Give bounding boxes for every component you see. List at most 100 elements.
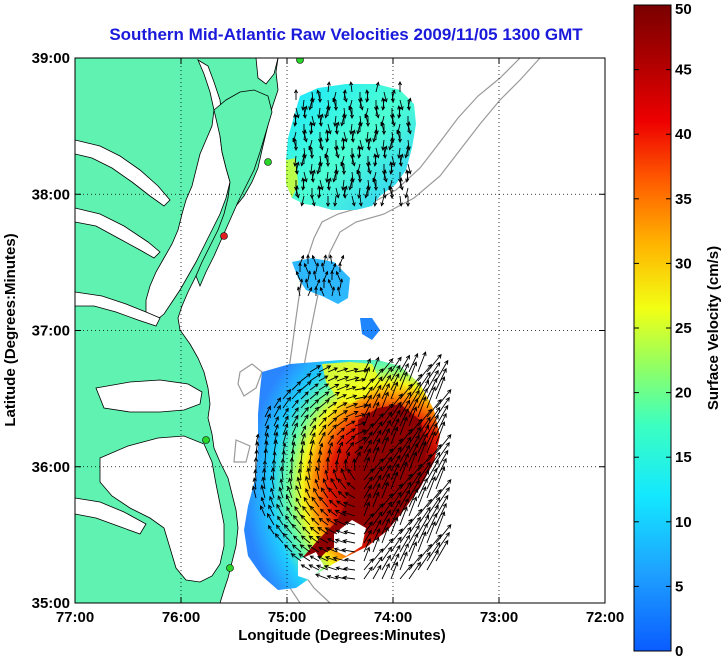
velocity-arrow: [435, 466, 446, 490]
pamlico-river: [75, 497, 147, 535]
velocity-arrow: [426, 361, 441, 382]
velocity-arrow: [325, 129, 330, 141]
velocity-arrow: [349, 81, 354, 93]
velocity-arrow: [326, 105, 330, 116]
velocity-arrow: [372, 413, 384, 427]
velocity-arrow: [325, 518, 338, 526]
velocity-arrow: [336, 417, 349, 427]
velocity-arrow: [273, 397, 282, 409]
velocity-arrow: [341, 510, 356, 517]
velocity-arrow: [390, 381, 399, 400]
velocity-arrow: [319, 179, 324, 191]
velocity-arrow: [326, 81, 331, 93]
velocity-arrow: [260, 484, 266, 499]
velocity-arrow: [435, 389, 452, 409]
velocity-arrow: [303, 105, 308, 117]
velocity-arrow: [375, 147, 380, 159]
velocity-arrow: [318, 546, 329, 553]
velocity-arrow: [327, 424, 337, 436]
velocity-arrow: [302, 153, 306, 164]
velocity-arrow: [336, 286, 341, 297]
velocity-arrow: [282, 407, 289, 418]
velocity-arrow: [315, 536, 329, 544]
velocity-arrow: [363, 431, 373, 445]
velocity-arrow: [372, 421, 383, 436]
velocity-arrow: [308, 564, 320, 571]
x-tick-label: 77:00: [56, 609, 94, 626]
velocity-arrow: [334, 538, 347, 544]
velocity-arrow: [327, 383, 340, 391]
velocity-arrow: [390, 544, 401, 562]
velocity-arrow: [366, 161, 371, 173]
velocity-arrow: [363, 546, 371, 562]
velocity-arrow: [426, 377, 438, 400]
velocity-arrow: [318, 442, 324, 454]
velocity-arrow: [426, 443, 442, 463]
velocity-arrow: [417, 486, 427, 508]
velocity-arrow: [363, 378, 374, 391]
velocity-arrow: [408, 487, 419, 508]
velocity-arrow: [426, 369, 439, 391]
velocity-arrow: [335, 187, 340, 199]
velocity-arrow: [372, 356, 380, 373]
velocity-arrow: [359, 139, 364, 151]
velocity-arrow: [334, 509, 347, 517]
velocity-arrow: [300, 514, 311, 526]
velocity-arrow: [408, 361, 418, 382]
velocity-arrow: [381, 456, 393, 472]
y-tick-label: 37:00: [32, 323, 70, 340]
velocity-arrow: [332, 468, 338, 481]
velocity-arrow: [381, 97, 386, 109]
velocity-arrow: [318, 92, 322, 103]
velocity-arrow: [262, 460, 267, 472]
velocity-arrow: [363, 492, 371, 508]
velocity-arrow: [408, 451, 418, 472]
velocity-arrow: [268, 504, 275, 517]
velocity-arrow: [264, 413, 271, 427]
velocity-arrow: [408, 389, 420, 409]
velocity-arrow: [390, 409, 401, 427]
velocity-arrow: [435, 539, 449, 562]
velocity-arrow: [435, 502, 447, 526]
velocity-arrow: [299, 448, 305, 463]
velocity-arrow: [435, 457, 447, 481]
velocity-arrow: [337, 478, 347, 490]
velocity-arrow: [311, 115, 316, 127]
velocity-arrow: [298, 460, 303, 472]
velocity-arrow: [342, 575, 356, 580]
velocity-arrow: [363, 386, 373, 400]
velocity-arrow: [399, 444, 410, 463]
velocity-arrow: [295, 497, 302, 508]
velocity-arrow: [300, 399, 310, 409]
velocity-arrow: [278, 486, 284, 499]
velocity-arrow: [307, 459, 312, 472]
velocity-arrow: [351, 195, 356, 207]
velocity-arrow: [408, 406, 418, 427]
velocity-arrow: [290, 553, 302, 562]
velocity-arrow: [300, 406, 309, 418]
velocity-arrow: [358, 97, 363, 109]
velocity-arrow: [426, 386, 436, 409]
velocity-arrow: [389, 161, 394, 173]
velocity-arrow: [282, 422, 289, 436]
velocity-arrow: [356, 169, 361, 181]
velocity-arrow: [363, 447, 371, 463]
velocity-arrow: [406, 121, 411, 133]
velocity-arrow: [294, 140, 298, 151]
velocity-arrow: [381, 436, 389, 454]
velocity-arrow: [417, 477, 428, 499]
velocity-arrow: [381, 501, 393, 517]
velocity-arrow: [336, 427, 346, 436]
velocity-arrow: [294, 505, 302, 517]
velocity-arrow: [363, 566, 373, 580]
velocity-arrow: [336, 448, 342, 463]
colorbar-tick-label: 5: [675, 578, 683, 595]
velocity-arrow: [417, 408, 433, 427]
velocity-arrow: [435, 412, 447, 436]
velocity-arrow: [417, 522, 428, 544]
velocity-arrow: [408, 479, 420, 499]
isobath-canyon: [233, 439, 251, 463]
velocity-arrow: [426, 467, 438, 490]
velocity-arrow: [381, 139, 386, 151]
